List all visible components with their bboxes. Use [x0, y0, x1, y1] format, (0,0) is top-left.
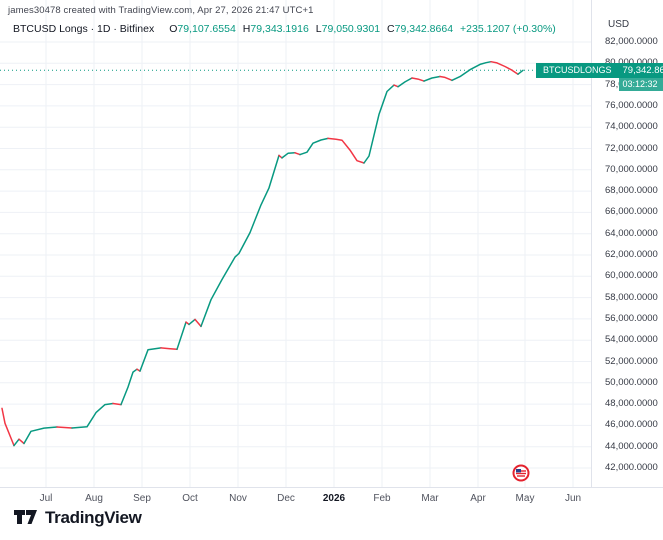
low-letter: L	[315, 23, 322, 35]
price-scale-label: 64,000.0000	[605, 227, 658, 239]
price-scale-label: 70,000.0000	[605, 163, 658, 175]
symbol-title: BTCUSD Longs · 1D · Bitfinex	[13, 23, 155, 35]
high-value: 79,343.1916	[250, 23, 309, 35]
attribution-text: james30478 created with TradingView.com,…	[8, 5, 314, 16]
last-price-box: 79,342.8664 03:12:32	[618, 62, 663, 91]
high-letter: H	[242, 23, 251, 35]
close-value: 79,342.8664	[394, 23, 454, 35]
open-letter: O	[169, 23, 178, 35]
close-letter: C	[387, 23, 395, 35]
price-scale-label: 68,000.0000	[605, 185, 658, 197]
price-scale-label: 46,000.0000	[605, 419, 658, 431]
currency-label: USD	[608, 19, 630, 30]
tradingview-logo-mark	[14, 509, 37, 524]
price-scale-label: 58,000.0000	[605, 291, 658, 303]
price-scale-label: 42,000.0000	[605, 462, 658, 473]
price-scale-label: 74,000.0000	[605, 121, 658, 133]
symbol-name-chip: BTCUSDLONGS	[536, 62, 619, 78]
time-scale-label: Jul	[39, 493, 53, 504]
low-value: 79,050.9301	[321, 23, 381, 35]
time-scale-label: Apr	[470, 493, 486, 504]
time-scale-label: Aug	[85, 493, 103, 504]
open-value: 79,107.6554	[177, 23, 236, 35]
price-scale-label: 54,000.0000	[605, 334, 658, 346]
price-scale-label: 50,000.0000	[605, 376, 658, 388]
time-scale-label: Dec	[277, 493, 295, 504]
price-scale-label: 52,000.0000	[605, 355, 658, 367]
time-scale[interactable]: Jul Aug Sep Oct Nov Dec 2026 Feb Mar Apr May Jun	[0, 487, 663, 509]
price-scale-label: 60,000.0000	[605, 270, 658, 282]
last-price-value: 79,342.8664	[622, 64, 663, 76]
time-scale-label: Sep	[133, 493, 151, 504]
price-scale-label: 82,000.0000	[605, 36, 658, 47]
price-scale-label: 48,000.0000	[605, 398, 658, 410]
tradingview-logo[interactable]: TradingView	[14, 508, 142, 528]
price-scale-label: 44,000.0000	[605, 440, 658, 452]
bar-countdown: 03:12:32	[618, 77, 663, 91]
time-scale-label: Jun	[564, 493, 582, 504]
time-scale-label: Oct	[182, 493, 198, 504]
price-scale-label: 72,000.0000	[605, 142, 658, 154]
price-scale-label: 56,000.0000	[605, 312, 658, 324]
price-scale-label: 66,000.0000	[605, 206, 658, 218]
change-value: +235.1207 (+0.30%)	[460, 23, 556, 35]
tradingview-logo-text: TradingView	[45, 508, 142, 527]
price-chart-canvas[interactable]	[0, 0, 591, 487]
us-flag-event-icon[interactable]	[512, 464, 530, 482]
time-scale-label: Mar	[421, 493, 439, 504]
price-scale-label: 76,000.0000	[605, 99, 658, 111]
price-scale-label: 62,000.0000	[605, 249, 658, 260]
time-scale-label: May	[515, 493, 535, 504]
time-scale-label: Nov	[229, 493, 247, 504]
last-price-label: BTCUSDLONGS 79,342.8664 03:12:32	[536, 62, 663, 91]
time-scale-label: Feb	[373, 493, 391, 504]
symbol-legend[interactable]: BTCUSD Longs · 1D · Bitfinex O79,107.6554…	[13, 23, 556, 35]
time-scale-label: 2026	[322, 493, 346, 504]
